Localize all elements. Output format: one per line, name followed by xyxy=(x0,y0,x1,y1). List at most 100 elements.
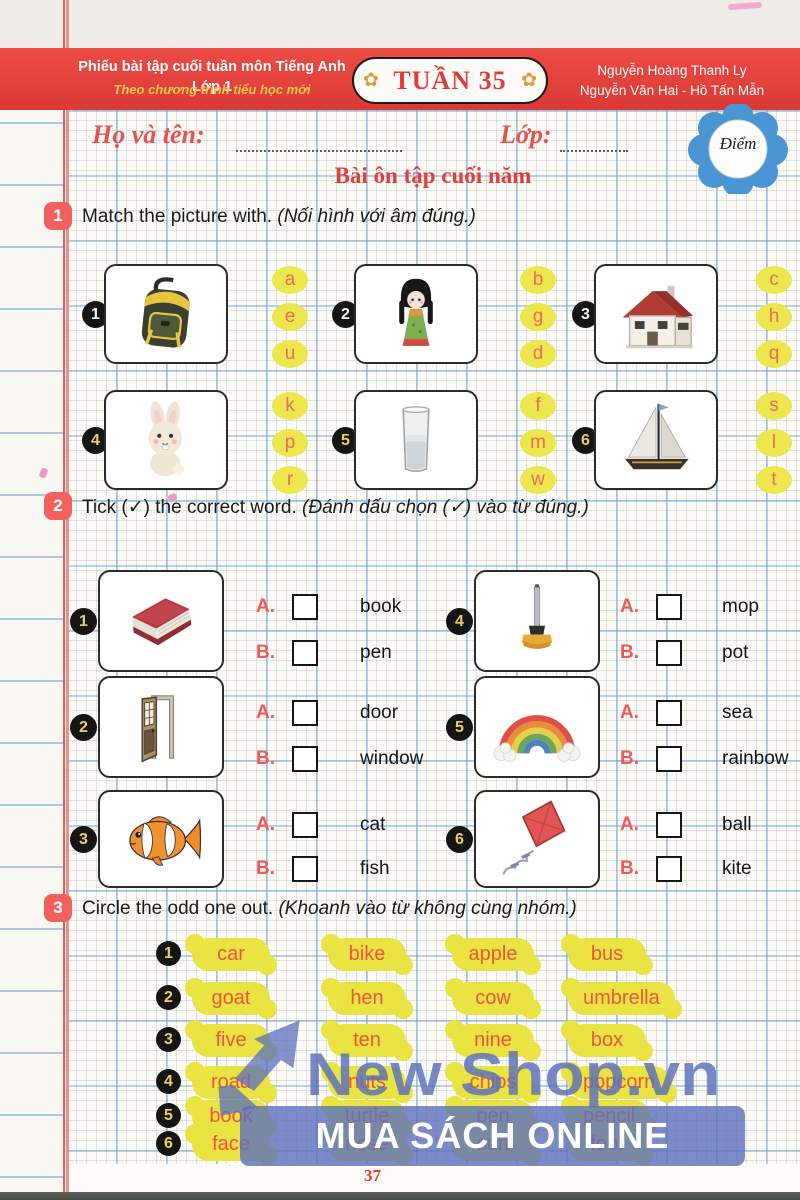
checkbox-option-a[interactable] xyxy=(292,812,318,838)
odd-one-out-word[interactable]: nuts xyxy=(321,1062,413,1103)
picture-box-doll xyxy=(354,264,478,364)
odd-one-out-word[interactable]: apple xyxy=(445,934,541,975)
checkbox-option-b[interactable] xyxy=(656,640,682,666)
exercise-1-instruction-vi: (Nối hình với âm đúng.) xyxy=(277,206,476,227)
letter-option[interactable]: d xyxy=(520,340,556,368)
item-number-badge: 2 xyxy=(70,714,97,741)
picture-box-rabbit xyxy=(104,390,228,490)
page-number: 37 xyxy=(364,1166,381,1185)
letter-option[interactable]: b xyxy=(520,266,556,294)
red-margin-line xyxy=(63,0,69,1192)
option-b-word: rainbow xyxy=(722,748,789,769)
option-a-label: A. xyxy=(620,702,639,723)
odd-one-out-word[interactable]: umbrella xyxy=(561,978,682,1019)
letter-option[interactable]: u xyxy=(272,340,308,368)
picture-box-rainbow xyxy=(474,676,600,778)
odd-one-out-word[interactable]: box xyxy=(561,1020,653,1061)
ruled-paper-strip xyxy=(0,0,66,1192)
odd-one-out-word[interactable]: ten xyxy=(321,1020,413,1061)
option-a-label: A. xyxy=(620,814,639,835)
doll-image xyxy=(399,278,433,346)
exercise-1-badge: 1 xyxy=(44,202,72,230)
option-a-word: ball xyxy=(722,814,752,835)
exercise-3-instruction: Circle the odd one out. (Khoanh vào từ k… xyxy=(82,898,577,920)
letter-option[interactable]: h xyxy=(756,303,792,331)
option-b-label: B. xyxy=(256,642,275,663)
letter-option[interactable]: w xyxy=(520,466,556,494)
checkbox-option-a[interactable] xyxy=(292,700,318,726)
odd-one-out-word[interactable]: cow xyxy=(445,978,541,1019)
picture-box-water-glass xyxy=(354,390,478,490)
letter-option[interactable]: f xyxy=(520,392,556,420)
house-image xyxy=(622,285,693,349)
odd-one-out-word[interactable]: five xyxy=(185,1020,277,1061)
odd-one-out-word[interactable]: car xyxy=(185,934,277,975)
author-line-2: Nguyễn Văn Hai - Hồ Tấn Mẫn xyxy=(579,83,765,99)
odd-one-out-word[interactable]: chips xyxy=(445,1062,541,1103)
exercise-2-instruction: Tick (✓) the correct word. (Đánh dấu chọ… xyxy=(82,496,589,519)
checkbox-option-a[interactable] xyxy=(656,594,682,620)
letter-option[interactable]: g xyxy=(520,303,556,331)
row-number-badge: 6 xyxy=(156,1131,181,1156)
option-b-label: B. xyxy=(620,642,639,663)
flower-ornament-icon: ✿ xyxy=(521,70,537,91)
fish-image xyxy=(129,816,202,866)
picture-box-kite xyxy=(474,790,600,888)
page-top-margin xyxy=(0,0,800,48)
checkbox-option-b[interactable] xyxy=(292,640,318,666)
row-number-badge: 5 xyxy=(156,1103,181,1128)
letter-option[interactable]: m xyxy=(520,429,556,457)
checkbox-option-b[interactable] xyxy=(292,856,318,882)
letter-option[interactable]: a xyxy=(272,266,308,294)
option-a-word: door xyxy=(360,702,399,723)
checkbox-option-a[interactable] xyxy=(656,812,682,838)
option-a-word: mop xyxy=(722,596,759,617)
option-a-label: A. xyxy=(620,596,639,617)
letter-option[interactable]: p xyxy=(272,429,308,457)
option-b-label: B. xyxy=(620,748,639,769)
option-b-word: pen xyxy=(360,642,392,663)
letter-option[interactable]: t xyxy=(756,466,792,494)
odd-one-out-word[interactable]: bike xyxy=(321,934,413,975)
letter-option[interactable]: s xyxy=(756,392,792,420)
option-a-word: cat xyxy=(360,814,386,835)
letter-option[interactable]: k xyxy=(272,392,308,420)
score-label: Điểm xyxy=(719,134,757,153)
mua-sach-online-banner: MUA SÁCH ONLINE xyxy=(240,1106,745,1166)
checkbox-option-b[interactable] xyxy=(292,746,318,772)
odd-one-out-word[interactable]: goat xyxy=(185,978,277,1019)
sailboat-image xyxy=(625,403,689,470)
row-number-badge: 3 xyxy=(156,1027,181,1052)
letter-option[interactable]: q xyxy=(756,340,792,368)
flower-ornament-icon: ✿ xyxy=(363,70,379,91)
exercise-2-badge: 2 xyxy=(44,492,72,520)
newshop-watermark: New Shop.vn xyxy=(306,1041,721,1108)
picture-box-house xyxy=(594,264,718,364)
week-badge: ✿ TUẦN 35 ✿ xyxy=(352,57,548,104)
letter-option[interactable]: r xyxy=(272,466,308,494)
odd-one-out-word[interactable]: nine xyxy=(445,1020,541,1061)
checkbox-option-b[interactable] xyxy=(656,746,682,772)
name-field-line[interactable] xyxy=(236,150,402,152)
odd-one-out-word[interactable]: bus xyxy=(561,934,653,975)
letter-option[interactable]: c xyxy=(756,266,792,294)
mop-image xyxy=(521,584,553,649)
odd-one-out-word[interactable]: hen xyxy=(321,978,413,1019)
checkbox-option-a[interactable] xyxy=(292,594,318,620)
option-b-word: fish xyxy=(360,858,390,879)
exercise-3-instruction-en: Circle the odd one out. xyxy=(82,898,274,919)
odd-one-out-word[interactable]: popcorn xyxy=(560,1062,678,1103)
checkbox-option-b[interactable] xyxy=(656,856,682,882)
week-label: TUẦN 35 xyxy=(393,65,507,95)
door-image xyxy=(141,695,175,763)
author-line-1: Nguyễn Hoàng Thanh Ly xyxy=(597,63,747,78)
class-field-line[interactable] xyxy=(560,150,628,152)
option-a-word: book xyxy=(360,596,402,617)
letter-option[interactable]: e xyxy=(272,303,308,331)
rainbow-image xyxy=(493,715,581,762)
exercise-2-instruction-en: Tick (✓) the correct word. xyxy=(82,497,297,518)
picture-box-mop xyxy=(474,570,600,672)
checkbox-option-a[interactable] xyxy=(656,700,682,726)
letter-option[interactable]: l xyxy=(756,429,792,457)
